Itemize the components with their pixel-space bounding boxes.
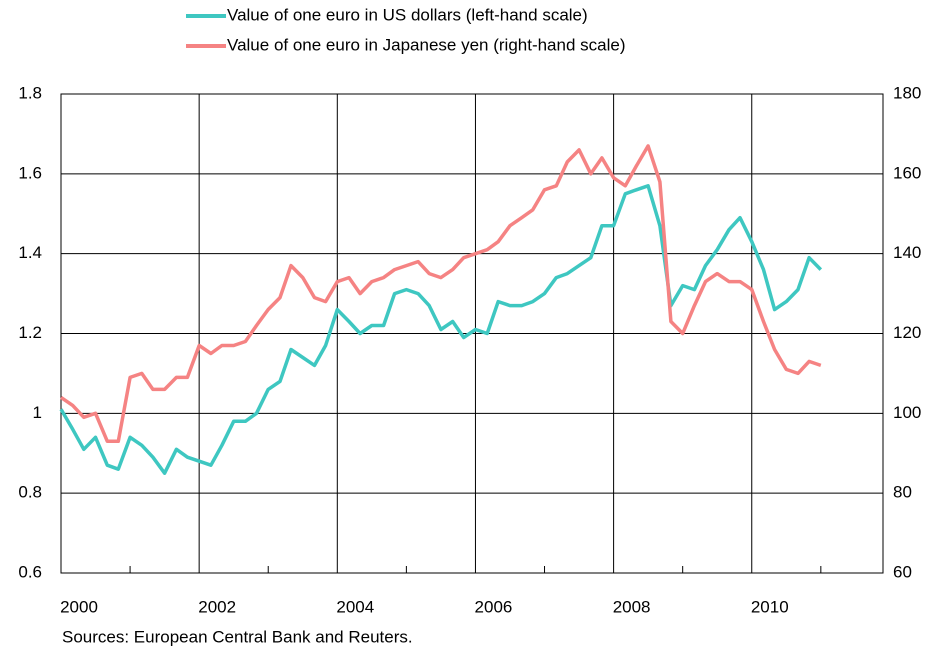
source-note: Sources: European Central Bank and Reute… xyxy=(62,627,413,646)
x-tick-label: 2000 xyxy=(60,597,98,616)
y-tick-label: 1.4 xyxy=(18,243,42,262)
y-tick-label: 1.6 xyxy=(18,163,42,182)
y-tick-label: 1.2 xyxy=(18,323,42,342)
y2-tick-label: 60 xyxy=(893,562,912,581)
x-tick-label: 2006 xyxy=(475,597,513,616)
legend-label: Value of one euro in US dollars (left-ha… xyxy=(227,5,588,24)
x-tick-label: 2004 xyxy=(336,597,374,616)
series-line xyxy=(59,184,823,475)
x-tick-label: 2010 xyxy=(751,597,789,616)
y-tick-label: 1.8 xyxy=(18,83,42,102)
y2-tick-label: 80 xyxy=(893,483,912,502)
x-tick-label: 2002 xyxy=(198,597,236,616)
y2-tick-label: 120 xyxy=(893,323,921,342)
series-line xyxy=(60,144,822,444)
y-tick-label: 0.6 xyxy=(18,562,42,581)
y2-tick-label: 140 xyxy=(893,243,921,262)
y2-tick-label: 100 xyxy=(893,403,921,422)
y-tick-label: 1 xyxy=(33,403,42,422)
legend-label: Value of one euro in Japanese yen (right… xyxy=(227,35,626,54)
x-tick-label: 2008 xyxy=(613,597,651,616)
y2-tick-label: 160 xyxy=(893,163,921,182)
y-tick-label: 0.8 xyxy=(18,483,42,502)
y2-tick-label: 180 xyxy=(893,83,921,102)
